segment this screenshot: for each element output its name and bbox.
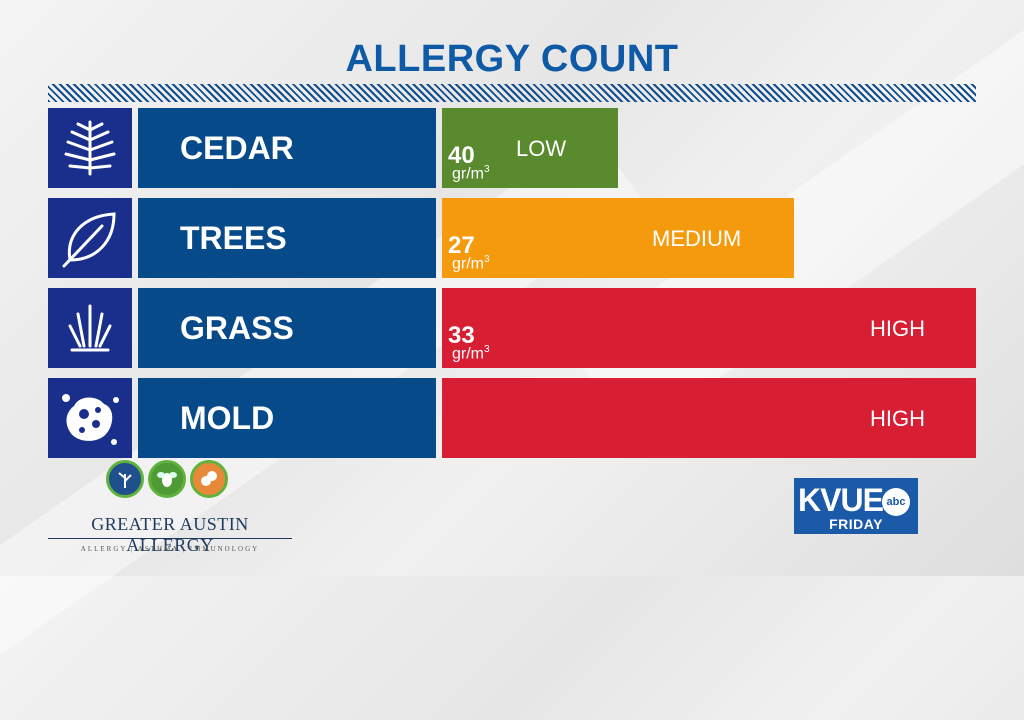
allergen-name: GRASS — [138, 288, 436, 368]
allergen-row-trees: TREES 27 gr/m3 MEDIUM — [48, 198, 976, 278]
mold-icon — [62, 394, 119, 445]
mold-icon-box — [48, 378, 132, 458]
allergen-row-mold: MOLD HIGH — [48, 378, 976, 458]
pollen-unit: gr/m3 — [452, 344, 490, 363]
leaf-icon — [62, 212, 116, 268]
grass-icon — [68, 304, 112, 352]
level-bar: 33 gr/m3 HIGH — [442, 288, 976, 368]
broadcast-day: FRIDAY — [829, 516, 883, 532]
hatch-divider — [48, 84, 976, 102]
sponsor-tagline: ALLERGY | ASTHMA | IMMUNOLOGY — [80, 545, 260, 553]
sponsor-name: GREATER AUSTIN ALLERGY — [91, 514, 249, 555]
pollen-count: 27 — [448, 232, 475, 259]
pollen-count: 33 — [448, 322, 475, 349]
allergen-name: MOLD — [138, 378, 436, 458]
allergen-row-cedar: CEDAR 40 gr/m3 LOW — [48, 108, 976, 188]
peanut-circle-icon — [190, 460, 228, 498]
allergen-name: CEDAR — [138, 108, 436, 188]
leaf-icon-box — [48, 198, 132, 278]
allergen-row-grass: GRASS 33 gr/m3 HIGH — [48, 288, 976, 368]
cedar-icon-box — [48, 108, 132, 188]
level-bar: 27 gr/m3 MEDIUM — [442, 198, 794, 278]
sponsor-icons — [106, 460, 228, 498]
level-label: HIGH — [870, 316, 925, 341]
cedar-icon — [64, 120, 116, 176]
level-label: LOW — [516, 136, 567, 161]
bee-circle-icon — [148, 460, 186, 498]
station-badge: KVUE abc FRIDAY — [794, 478, 918, 534]
allergen-name: TREES — [138, 198, 436, 278]
level-label: MEDIUM — [652, 226, 742, 251]
pollen-unit: gr/m3 — [452, 254, 490, 273]
level-label: HIGH — [870, 406, 925, 431]
abc-network-icon: abc — [882, 488, 910, 516]
station-call-sign: KVUE — [798, 482, 884, 518]
pollen-unit: gr/m3 — [452, 164, 490, 183]
grass-icon-box — [48, 288, 132, 368]
sponsor-logo: GREATER AUSTIN ALLERGY ALLERGY | ASTHMA … — [48, 460, 292, 560]
tree-circle-icon — [106, 460, 144, 498]
page-title: ALLERGY COUNT — [345, 38, 679, 80]
level-bar: 40 gr/m3 LOW — [442, 108, 618, 188]
pollen-count: 40 — [448, 142, 475, 169]
sponsor-divider — [48, 538, 292, 539]
level-bar: HIGH — [442, 378, 976, 458]
